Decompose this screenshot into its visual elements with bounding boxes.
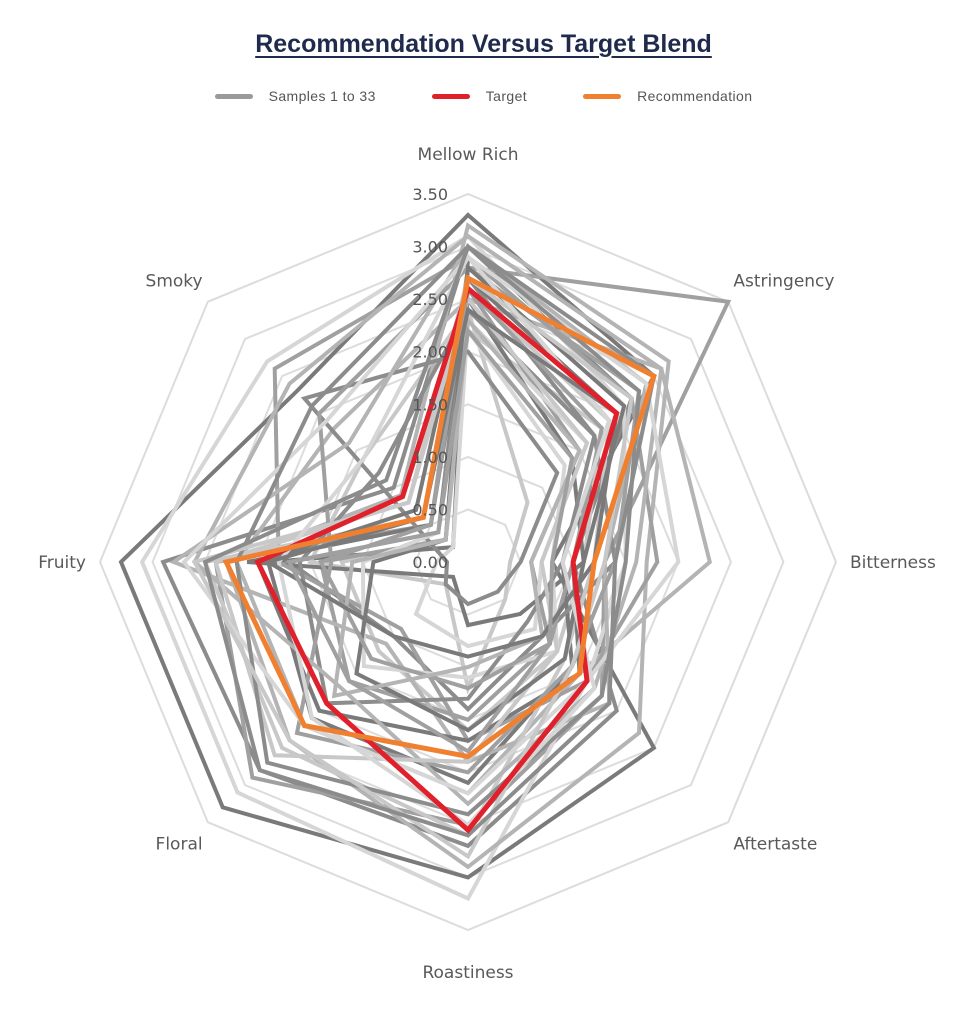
sample-series-line — [246, 293, 586, 628]
sample-series-line — [191, 274, 634, 860]
series-line-target — [254, 284, 620, 834]
tick-label: 0.00 — [412, 553, 448, 572]
sample-series-line — [300, 349, 560, 607]
sample-series-line — [118, 212, 657, 880]
sample-series-line — [192, 233, 664, 807]
sample-series-line — [276, 253, 612, 828]
axis-label: Bitterness — [850, 553, 936, 573]
sample-series-line — [223, 222, 671, 870]
sample-series-line — [234, 243, 642, 817]
tick-label: 2.00 — [412, 343, 448, 362]
tick-label: 1.50 — [412, 395, 448, 414]
sample-series-line — [263, 306, 619, 659]
legend-label-samples: Samples 1 to 33 — [268, 88, 376, 104]
legend-swatch-target — [431, 93, 470, 99]
axis-label: Astringency — [733, 272, 834, 292]
tick-label: 3.00 — [412, 238, 448, 257]
axis-label: Mellow Rich — [418, 145, 519, 165]
legend-item-recommendation: Recommendation — [583, 88, 752, 104]
axis-label: Aftertaste — [733, 834, 817, 854]
legend-label-target: Target — [485, 88, 528, 104]
chart-title: Recommendation Versus Target Blend — [255, 30, 712, 58]
legend-swatch-samples — [214, 93, 253, 99]
grid-ring — [98, 192, 838, 932]
axis-label: Fruity — [38, 553, 86, 573]
sample-series-line — [202, 243, 657, 838]
axis-label: Smoky — [146, 272, 203, 292]
sample-series-line — [331, 315, 582, 699]
series-line-recommendation — [222, 274, 657, 760]
legend: Samples 1 to 33 Target Recommendation — [0, 88, 967, 104]
sample-series-line — [286, 325, 575, 754]
tick-label: 3.50 — [412, 185, 448, 204]
legend-item-samples: Samples 1 to 33 — [214, 88, 376, 104]
main-series-group — [222, 274, 657, 834]
tick-label: 2.50 — [412, 290, 448, 309]
tick-labels: 0.00 0.50 1.00 1.50 2.00 2.50 3.00 3.50 — [412, 185, 448, 572]
sample-series-line — [297, 306, 597, 706]
sample-series-line — [181, 254, 681, 796]
tick-label: 1.00 — [412, 448, 448, 467]
legend-swatch-recommendation — [583, 93, 622, 99]
axis-labels: Mellow Rich Astringency Bitterness Aftertas… — [38, 145, 936, 983]
axis-label: Roastiness — [422, 963, 513, 983]
legend-label-recommendation: Recommendation — [637, 88, 753, 104]
sample-series-line — [139, 233, 628, 902]
tick-label: 0.50 — [412, 500, 448, 519]
legend-item-target: Target — [431, 88, 528, 104]
axis-label: Floral — [156, 834, 203, 854]
